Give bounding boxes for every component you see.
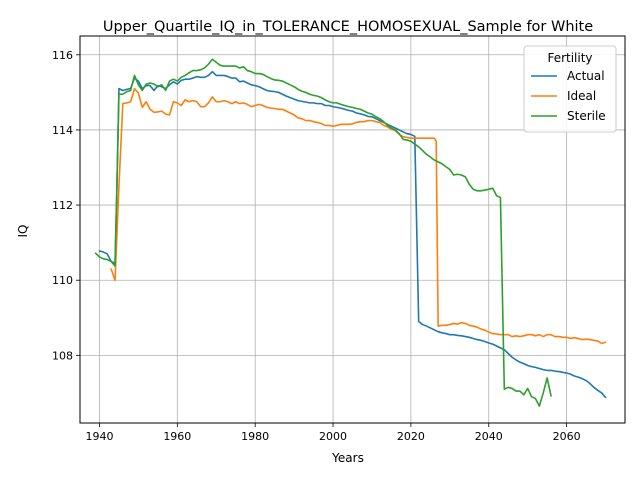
legend-label-actual: Actual <box>567 69 605 83</box>
x-tick-label: 2060 <box>553 430 581 443</box>
x-axis-label: Years <box>331 451 364 465</box>
series-line-actual <box>98 70 607 399</box>
x-tick-label: 2040 <box>475 430 503 443</box>
y-tick-label: 110 <box>52 274 73 287</box>
legend-title: Fertility <box>547 51 592 65</box>
x-tick-label: 1980 <box>241 430 269 443</box>
plot-frame <box>79 35 626 424</box>
grid <box>80 36 625 423</box>
legend-label-sterile: Sterile <box>567 109 606 123</box>
legend-box <box>523 45 617 133</box>
y-tick-label: 112 <box>52 199 73 212</box>
series-layer <box>94 58 607 407</box>
legend-entries: Actual Ideal Sterile <box>531 69 606 123</box>
x-tick-label: 1960 <box>163 430 191 443</box>
x-tick-label: 2020 <box>397 430 425 443</box>
x-tick-label: 2000 <box>319 430 347 443</box>
y-axis-label: IQ <box>16 225 30 238</box>
series-line-sterile <box>94 58 552 407</box>
y-tick-label: 114 <box>52 124 73 137</box>
x-tick-label: 1940 <box>85 430 113 443</box>
y-tick-label: 108 <box>52 349 73 362</box>
axis-ticks: 1940 1960 1980 2000 2020 2040 2060 108 110 112 114… <box>52 49 581 443</box>
legend: Fertility Actual Ideal Sterile <box>523 45 617 133</box>
legend-label-ideal: Ideal <box>567 89 596 103</box>
y-tick-label: 116 <box>52 49 73 62</box>
chart-title: Upper_Quartile_IQ_in_TOLERANCE_HOMOSEXUA… <box>103 19 593 35</box>
series-line-ideal <box>110 87 607 345</box>
